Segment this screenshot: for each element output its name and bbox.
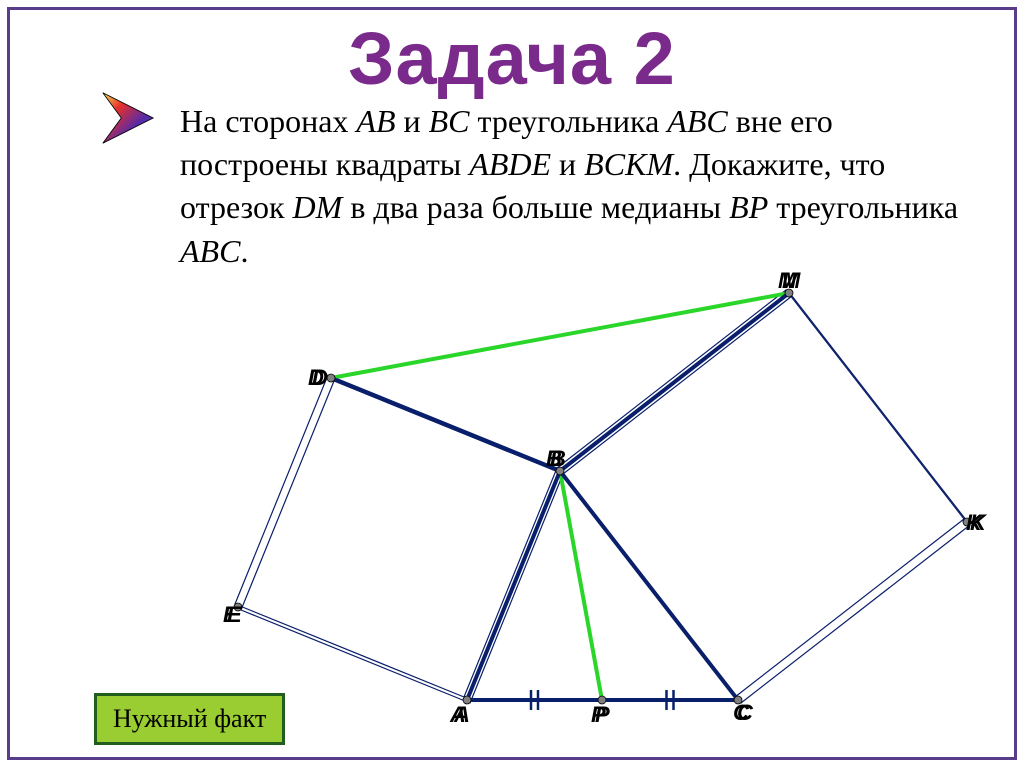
svg-text:B: B [546,446,562,471]
fact-button[interactable]: Нужный факт [94,693,285,745]
svg-text:E: E [223,602,239,627]
svg-text:D: D [308,365,324,390]
svg-text:A: A [449,702,466,727]
svg-text:P: P [591,702,606,727]
geometry-diagram: AABBCCPPDDEEMMKK [0,0,1024,767]
svg-text:K: K [966,510,984,535]
slide: Задача 2 На сторонах AB и BC треугольник… [0,0,1024,767]
svg-text:M: M [778,268,797,293]
svg-text:C: C [733,700,750,725]
